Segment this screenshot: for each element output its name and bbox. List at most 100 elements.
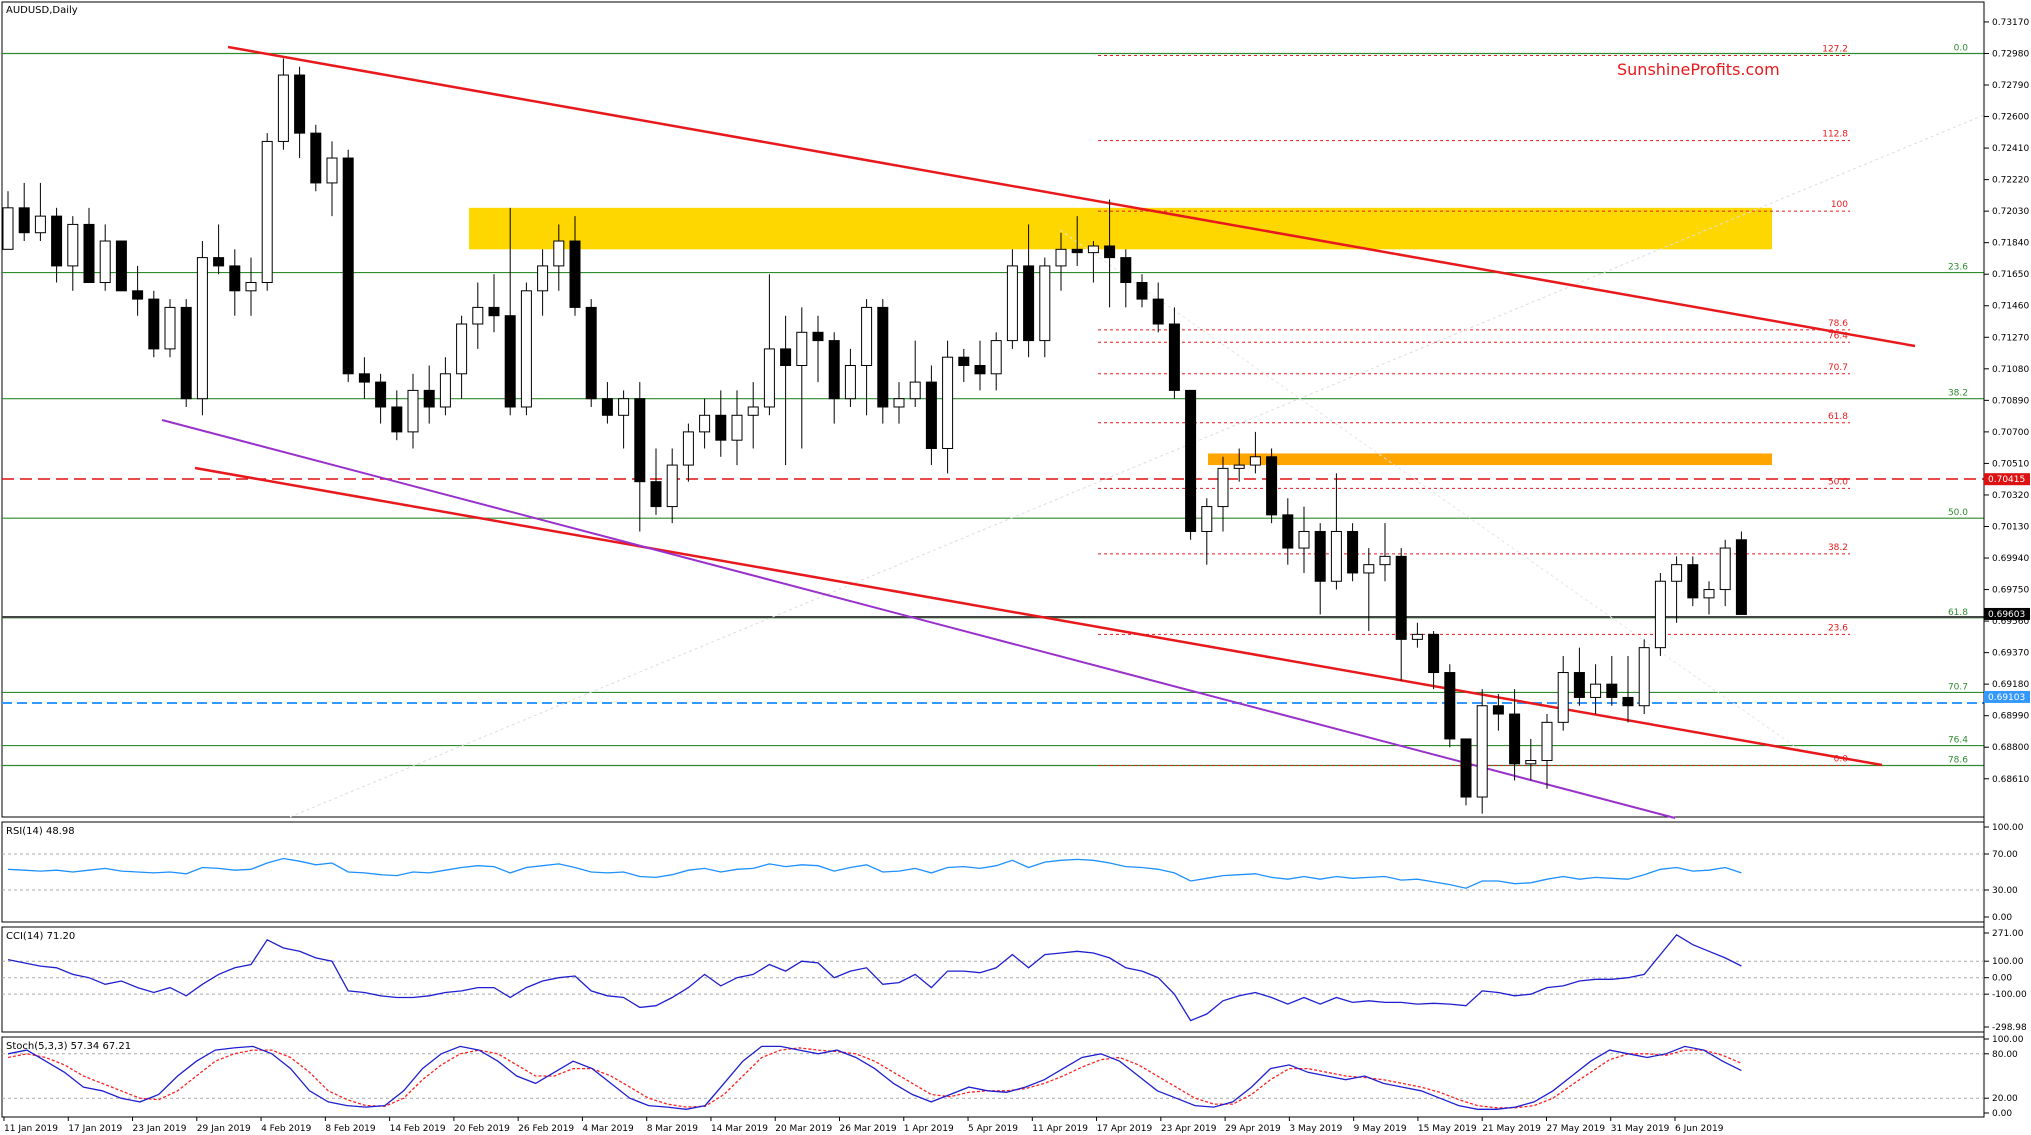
candle-body-bearish bbox=[115, 240, 127, 292]
indicator-tick-label: 100.00 bbox=[1992, 1035, 2024, 1045]
candle-body-bullish bbox=[196, 257, 208, 400]
date-tick-label: 21 May 2019 bbox=[1482, 1124, 1541, 1134]
candle-body-bearish bbox=[1071, 248, 1083, 254]
candle bbox=[715, 390, 727, 457]
candle bbox=[229, 249, 241, 316]
candle-body-bearish bbox=[1120, 257, 1132, 284]
candle-body-bullish bbox=[1006, 265, 1018, 342]
candle bbox=[1039, 257, 1051, 358]
candle bbox=[1314, 523, 1326, 615]
candle-body-bearish bbox=[780, 348, 792, 366]
candle bbox=[115, 240, 127, 292]
candle bbox=[1282, 498, 1294, 565]
candle bbox=[1606, 655, 1618, 706]
indicator-tick-label: 20.00 bbox=[1992, 1094, 2018, 1104]
candle-body-bearish bbox=[650, 481, 662, 508]
watermark-text: SunshineProfits.com bbox=[1617, 60, 1780, 79]
price-tick-label: 0.69370 bbox=[1992, 649, 2029, 659]
date-tick-label: 4 Feb 2019 bbox=[261, 1124, 312, 1134]
candle bbox=[1671, 556, 1683, 623]
price-tick-label: 0.72790 bbox=[1992, 81, 2029, 91]
candle bbox=[1557, 655, 1569, 731]
candle bbox=[391, 390, 403, 441]
indicator-tick-label: 30.00 bbox=[1992, 886, 2018, 896]
candle bbox=[812, 315, 824, 383]
price-tick-label: 0.70700 bbox=[1992, 428, 2029, 438]
date-tick-label: 14 Feb 2019 bbox=[390, 1124, 446, 1134]
stoch-pane bbox=[1, 1036, 1985, 1118]
candle bbox=[1330, 473, 1342, 590]
stoch-title: Stoch(5,3,3) 57.34 67.21 bbox=[6, 1041, 131, 1052]
candle-body-bullish bbox=[1087, 245, 1099, 254]
price-tick-label: 0.72980 bbox=[1992, 49, 2029, 59]
candle-body-bearish bbox=[1622, 696, 1634, 707]
candle bbox=[213, 224, 225, 275]
candle-body-bearish bbox=[423, 389, 435, 408]
candle-body-bullish bbox=[1233, 464, 1245, 469]
candle-body-bearish bbox=[585, 306, 597, 400]
date-tick-label: 4 Mar 2019 bbox=[582, 1124, 634, 1134]
candle bbox=[423, 365, 435, 424]
candle-body-bullish bbox=[99, 240, 111, 284]
candle-body-bullish bbox=[553, 240, 565, 267]
candle bbox=[958, 348, 970, 383]
candle-body-bullish bbox=[261, 140, 273, 284]
candle-body-bullish bbox=[1525, 760, 1537, 765]
candle bbox=[844, 348, 856, 407]
rsi-line bbox=[7, 857, 1742, 889]
candle-body-bearish bbox=[1314, 530, 1326, 582]
candle-body-bearish bbox=[1735, 539, 1747, 615]
candle bbox=[1217, 456, 1229, 532]
candle-body-bearish bbox=[213, 257, 225, 267]
date-tick-label: 6 Jun 2019 bbox=[1675, 1124, 1724, 1134]
candle bbox=[1379, 523, 1391, 582]
date-tick-label: 9 May 2019 bbox=[1354, 1124, 1407, 1134]
candle bbox=[1428, 631, 1440, 690]
fib-red-label: 23.6 bbox=[1828, 623, 1848, 633]
candle bbox=[34, 182, 46, 242]
fib-green-label: 38.2 bbox=[1948, 389, 1968, 399]
candle-body-bearish bbox=[180, 306, 192, 400]
candle-body-bullish bbox=[2, 207, 14, 250]
fib-red-label: 76.4 bbox=[1828, 331, 1848, 341]
candle bbox=[245, 257, 257, 316]
candle bbox=[1023, 224, 1035, 358]
candle bbox=[634, 382, 646, 532]
candle bbox=[585, 299, 597, 407]
candle bbox=[1638, 639, 1650, 715]
candle bbox=[569, 216, 581, 316]
date-tick-label: 5 Apr 2019 bbox=[968, 1124, 1018, 1134]
candle-body-bearish bbox=[1687, 564, 1699, 599]
candle bbox=[520, 282, 532, 416]
candle bbox=[1120, 249, 1132, 308]
candle-body-bullish bbox=[844, 364, 856, 400]
candle-body-bullish bbox=[1217, 467, 1229, 508]
date-tick-label: 17 Jan 2019 bbox=[68, 1124, 122, 1134]
candle-body-bearish bbox=[634, 398, 646, 483]
candle-body-bullish bbox=[1557, 672, 1569, 723]
candle-body-bearish bbox=[812, 331, 824, 342]
price-axis-ticks: 0.73170 0.72980 0.72790 0.72600 0.72410 0.722… bbox=[1984, 18, 2029, 785]
candle-body-bullish bbox=[67, 223, 79, 267]
zones-layer bbox=[469, 207, 1772, 466]
candle bbox=[731, 390, 743, 466]
candle-body-bullish bbox=[245, 282, 257, 292]
candle bbox=[1363, 548, 1375, 632]
candle bbox=[180, 299, 192, 407]
indicator-tick-label: 271.00 bbox=[1992, 929, 2024, 939]
candle-body-bullish bbox=[796, 331, 808, 366]
candle-body-bearish bbox=[488, 306, 500, 317]
candle-body-bearish bbox=[715, 414, 727, 441]
date-tick-label: 20 Mar 2019 bbox=[775, 1124, 832, 1134]
candle-body-bearish bbox=[1104, 245, 1116, 259]
candle bbox=[310, 124, 322, 192]
candle-body-bearish bbox=[1168, 323, 1180, 391]
candle bbox=[51, 207, 63, 283]
candle-body-bullish bbox=[682, 431, 694, 466]
indicator-tick-label: 70.00 bbox=[1992, 850, 2018, 860]
price-tick-label: 0.71840 bbox=[1992, 239, 2029, 249]
fib-red-label: 112.8 bbox=[1822, 130, 1848, 140]
fib-green-label: 50.0 bbox=[1948, 508, 1968, 518]
candle-body-bearish bbox=[1460, 738, 1472, 798]
candle-body-bullish bbox=[456, 323, 468, 375]
